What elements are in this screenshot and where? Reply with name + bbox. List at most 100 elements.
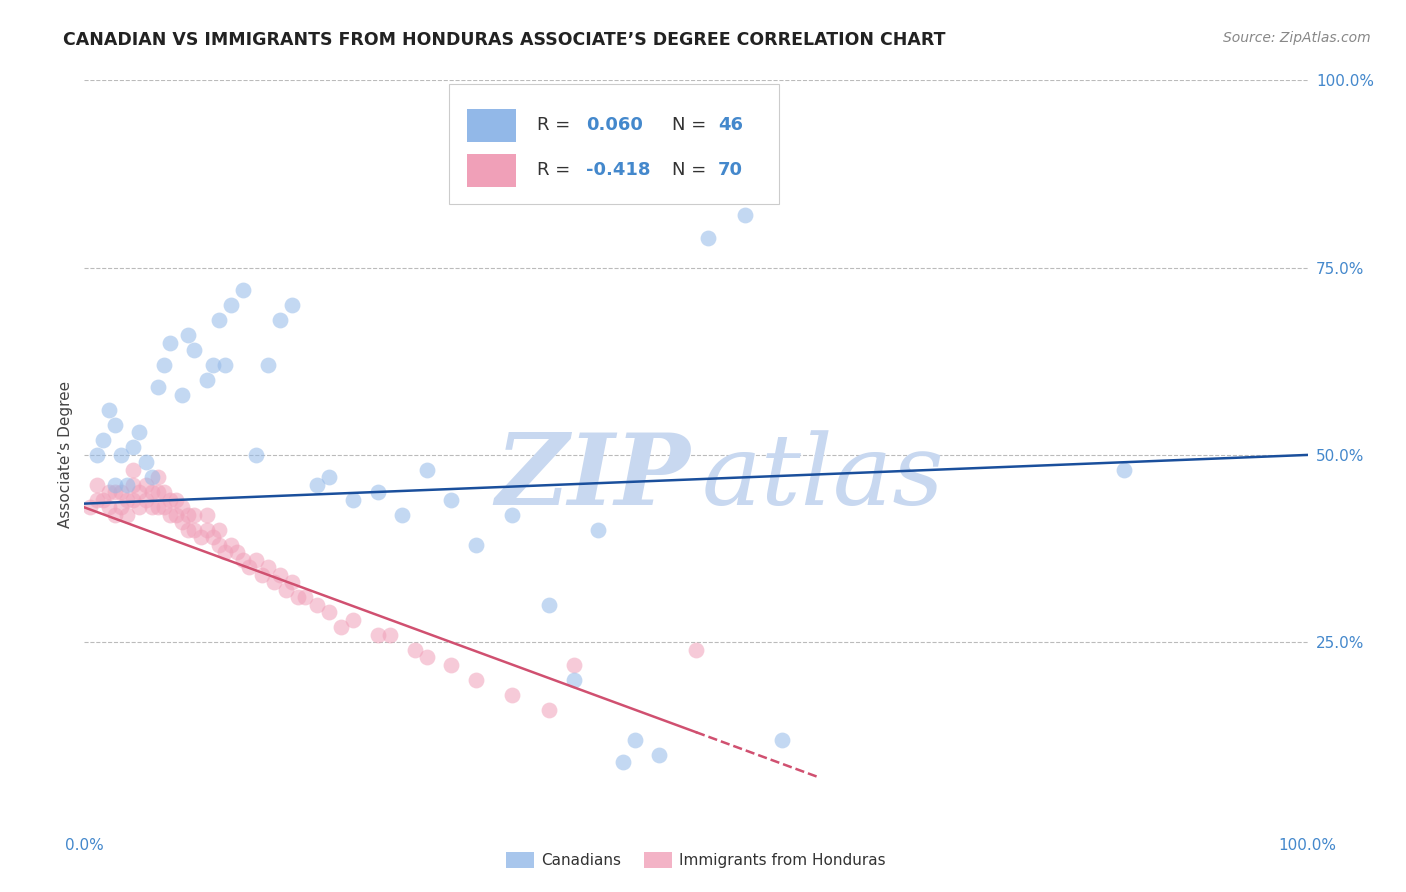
Point	[208, 538, 231, 552]
Point	[91, 433, 114, 447]
Text: N =: N =	[672, 161, 711, 179]
Point	[177, 328, 200, 343]
Point	[122, 463, 145, 477]
Point	[294, 591, 316, 605]
Point	[115, 508, 138, 522]
Point	[122, 441, 145, 455]
Point	[104, 485, 127, 500]
Point	[416, 650, 439, 665]
Point	[342, 613, 364, 627]
Point	[440, 657, 463, 672]
Point	[416, 463, 439, 477]
Point	[135, 492, 157, 507]
Point	[281, 298, 304, 312]
Point	[367, 628, 389, 642]
Point	[464, 673, 486, 687]
Point	[104, 417, 127, 432]
Point	[305, 478, 328, 492]
Point	[245, 448, 267, 462]
Point	[183, 343, 205, 357]
Point	[208, 523, 231, 537]
Point	[208, 313, 231, 327]
Point	[318, 605, 340, 619]
Point	[153, 500, 176, 515]
Point	[201, 530, 224, 544]
Text: atlas: atlas	[702, 430, 945, 525]
Point	[226, 545, 249, 559]
Point	[110, 485, 132, 500]
Point	[219, 538, 242, 552]
Point	[250, 567, 273, 582]
Point	[128, 425, 150, 440]
Point	[305, 598, 328, 612]
Text: R =: R =	[537, 161, 576, 179]
Point	[115, 478, 138, 492]
Text: N =: N =	[672, 116, 711, 134]
Point	[318, 470, 340, 484]
Point	[183, 523, 205, 537]
Text: ZIP: ZIP	[495, 429, 690, 525]
Point	[612, 755, 634, 769]
Point	[177, 523, 200, 537]
Y-axis label: Associate’s Degree: Associate’s Degree	[58, 382, 73, 528]
Point	[91, 492, 114, 507]
Point	[214, 545, 236, 559]
Point	[195, 373, 218, 387]
Point	[165, 508, 187, 522]
Text: 70: 70	[718, 161, 742, 179]
Point	[141, 485, 163, 500]
Point	[159, 508, 181, 522]
Point	[502, 508, 524, 522]
Legend: Canadians, Immigrants from Honduras: Canadians, Immigrants from Honduras	[501, 847, 891, 874]
FancyBboxPatch shape	[449, 84, 779, 204]
Point	[122, 478, 145, 492]
Point	[135, 455, 157, 469]
Text: 0.060: 0.060	[586, 116, 643, 134]
Point	[190, 530, 212, 544]
Point	[287, 591, 309, 605]
Point	[153, 485, 176, 500]
Point	[276, 582, 298, 597]
Point	[269, 567, 291, 582]
Point	[146, 380, 169, 394]
Point	[562, 657, 585, 672]
Point	[97, 485, 120, 500]
Point	[122, 492, 145, 507]
Point	[538, 703, 561, 717]
Point	[86, 478, 108, 492]
Point	[404, 642, 426, 657]
Point	[159, 492, 181, 507]
Point	[146, 485, 169, 500]
Point	[86, 448, 108, 462]
Point	[153, 358, 176, 372]
Point	[464, 538, 486, 552]
Text: R =: R =	[537, 116, 576, 134]
FancyBboxPatch shape	[467, 153, 516, 186]
Point	[110, 500, 132, 515]
Point	[624, 732, 647, 747]
Point	[440, 492, 463, 507]
Point	[648, 747, 671, 762]
Point	[177, 508, 200, 522]
Point	[195, 523, 218, 537]
Point	[562, 673, 585, 687]
Point	[232, 553, 254, 567]
Point	[219, 298, 242, 312]
Point	[263, 575, 285, 590]
Point	[257, 358, 280, 372]
Point	[146, 470, 169, 484]
Point	[172, 500, 194, 515]
Point	[685, 642, 707, 657]
Point	[104, 478, 127, 492]
Point	[97, 403, 120, 417]
Point	[165, 492, 187, 507]
Point	[110, 448, 132, 462]
Point	[734, 208, 756, 222]
Point	[172, 516, 194, 530]
Point	[159, 335, 181, 350]
Point	[97, 500, 120, 515]
Point	[586, 523, 609, 537]
Point	[502, 688, 524, 702]
Point	[201, 358, 224, 372]
Point	[367, 485, 389, 500]
